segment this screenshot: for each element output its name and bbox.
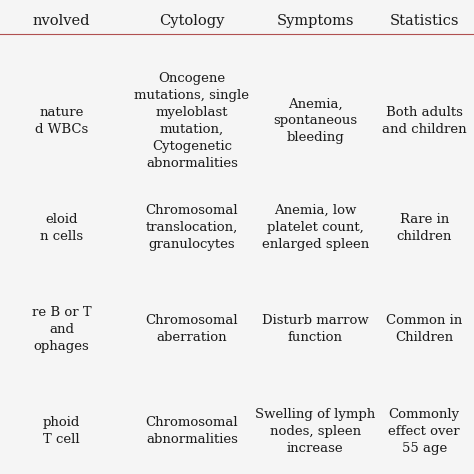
Text: Cytology: Cytology [159,14,225,28]
Text: phoid
T cell: phoid T cell [43,416,80,447]
Text: Commonly
effect over
55 age: Commonly effect over 55 age [388,408,460,455]
Text: Statistics: Statistics [390,14,459,28]
Text: Symptoms: Symptoms [276,14,354,28]
Text: Both adults
and children: Both adults and children [382,106,466,136]
Text: Chromosomal
abnormalities: Chromosomal abnormalities [146,416,238,447]
Text: Oncogene
mutations, single
myeloblast
mutation,
Cytogenetic
abnormalities: Oncogene mutations, single myeloblast mu… [135,72,249,170]
Text: Anemia, low
platelet count,
enlarged spleen: Anemia, low platelet count, enlarged spl… [262,204,369,251]
Text: nature
d WBCs: nature d WBCs [35,106,88,136]
Text: eloid
n cells: eloid n cells [40,212,83,243]
Text: Disturb marrow
function: Disturb marrow function [262,314,369,345]
Text: Swelling of lymph
nodes, spleen
increase: Swelling of lymph nodes, spleen increase [255,408,375,455]
Text: nvolved: nvolved [33,14,91,28]
Text: Common in
Children: Common in Children [386,314,462,345]
Text: Rare in
children: Rare in children [397,212,452,243]
Text: Chromosomal
translocation,
granulocytes: Chromosomal translocation, granulocytes [146,204,238,251]
Text: Anemia,
spontaneous
bleeding: Anemia, spontaneous bleeding [273,97,357,145]
Text: re B or T
and
ophages: re B or T and ophages [32,306,91,353]
Text: Chromosomal
aberration: Chromosomal aberration [146,314,238,345]
